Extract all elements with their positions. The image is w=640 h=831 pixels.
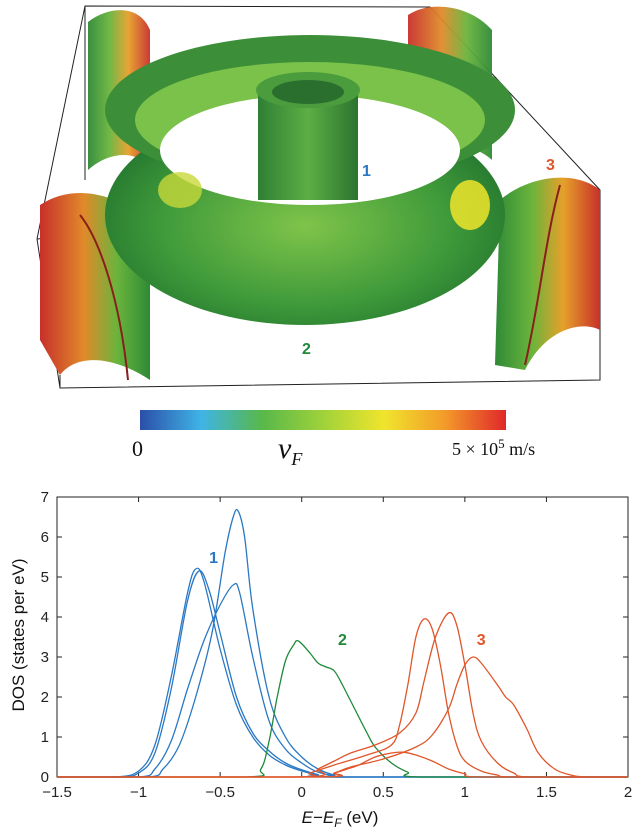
x-tick-label: 1.5 [536,784,557,801]
y-tick-label: 6 [41,529,49,546]
x-axis-title: E−EF (eV) [302,808,379,830]
y-axis-ticks: 0 1 2 3 4 5 6 7 [41,489,628,786]
band-label-2: 2 [302,341,311,358]
y-tick-label: 3 [41,649,49,666]
dos-curve-band-1 [57,570,628,778]
dos-curve-band-1 [57,508,628,778]
x-tick-label: −1 [130,784,147,801]
dos-curve-band-3 [57,656,628,778]
colorbar-min-label: 0 [132,436,143,461]
dos-annotation-band-3: 3 [477,632,486,649]
x-axis-ticks: −1.5 −1 −0.5 0 0.5 1 1.5 2 [42,497,632,801]
y-tick-label: 2 [41,689,49,706]
y-tick-label: 5 [41,569,49,586]
colorbar-max-exp: 5 [498,436,505,451]
x-tick-label: 0 [298,784,306,801]
colorbar-max-prefix: 5 × 10 [452,439,499,459]
y-axis-title: DOS (states per eV) [9,558,28,711]
colorbar-symbol-main: v [278,432,292,465]
band-label-3: 3 [546,157,555,174]
dos-annotation-band-1: 1 [209,550,218,567]
central-cylinder [256,72,360,200]
dos-curve-band-2 [57,639,628,778]
velocity-colorbar: 0 vF 5 × 105 m/s [0,400,640,470]
x-axis-title-unit: (eV) [342,808,379,827]
annotation-layer: 1 2 3 [209,550,486,649]
x-tick-label: 1 [461,784,469,801]
dos-curve-band-1 [57,582,628,778]
x-axis-title-sub: F [334,816,342,830]
x-tick-label: 2 [624,784,632,801]
band-label-1: 1 [362,163,371,180]
dos-curve-band-3 [57,611,628,778]
colorbar-gradient [140,410,506,430]
y-tick-label: 0 [41,769,49,786]
fermi-surface-illustration: 1 2 3 [36,5,601,389]
dos-curve-band-1 [57,567,628,778]
y-tick-label: 7 [41,489,49,506]
y-tick-label: 1 [41,729,49,746]
colorbar-max-label: 5 × 105 m/s [452,436,535,460]
series-layer [57,508,628,778]
corner-sheet-bottom-right [495,177,600,370]
x-tick-label: −0.5 [205,784,235,801]
colorbar-symbol-sub: F [291,449,303,469]
dos-chart: −1.5 −1 −0.5 0 0.5 1 1.5 2 0 1 2 3 4 5 6 7 1 2 3 DOS (st… [9,489,632,830]
y-tick-label: 4 [41,609,49,626]
colorbar-max-unit: m/s [509,439,536,459]
x-axis-title-main: E−E [302,808,335,827]
dos-annotation-band-2: 2 [338,632,347,649]
x-tick-label: −1.5 [42,784,72,801]
dos-curve-band-3 [57,618,628,778]
colorbar-symbol: vF [278,432,302,470]
dos-curve-band-3 [57,751,628,778]
x-tick-label: 0.5 [373,784,394,801]
